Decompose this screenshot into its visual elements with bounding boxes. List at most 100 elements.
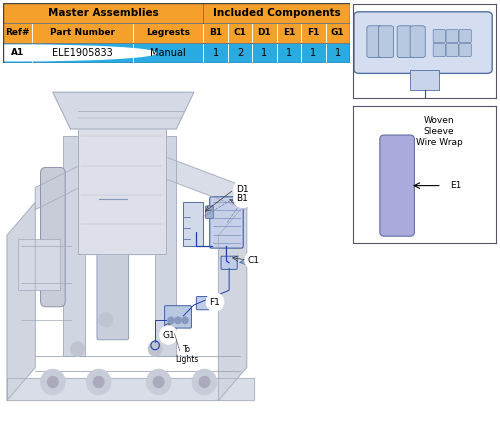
Circle shape bbox=[94, 376, 104, 388]
Circle shape bbox=[148, 342, 162, 356]
Bar bbox=[204, 43, 228, 63]
Text: E1: E1 bbox=[282, 29, 295, 37]
Polygon shape bbox=[130, 144, 246, 210]
Polygon shape bbox=[218, 202, 246, 400]
FancyBboxPatch shape bbox=[446, 30, 458, 43]
Circle shape bbox=[234, 190, 252, 208]
Circle shape bbox=[70, 342, 85, 356]
Bar bbox=[204, 23, 228, 43]
Bar bbox=[32, 43, 133, 63]
FancyBboxPatch shape bbox=[397, 26, 412, 58]
FancyBboxPatch shape bbox=[410, 26, 425, 58]
Polygon shape bbox=[78, 114, 166, 253]
Circle shape bbox=[206, 293, 224, 311]
Bar bbox=[276, 23, 301, 43]
FancyBboxPatch shape bbox=[459, 30, 471, 43]
FancyBboxPatch shape bbox=[378, 26, 394, 58]
FancyBboxPatch shape bbox=[459, 43, 471, 56]
Bar bbox=[133, 43, 204, 63]
Circle shape bbox=[168, 317, 174, 324]
Text: 1: 1 bbox=[212, 48, 218, 58]
Bar bbox=[301, 43, 326, 63]
Text: F1: F1 bbox=[210, 298, 220, 306]
Text: D1: D1 bbox=[258, 29, 272, 37]
FancyBboxPatch shape bbox=[367, 26, 382, 58]
Bar bbox=[252, 23, 276, 43]
FancyBboxPatch shape bbox=[155, 136, 176, 356]
Text: B1: B1 bbox=[236, 194, 248, 203]
Bar bbox=[2, 43, 32, 63]
Circle shape bbox=[40, 369, 65, 395]
Text: F1: F1 bbox=[307, 29, 320, 37]
Circle shape bbox=[98, 312, 113, 327]
FancyBboxPatch shape bbox=[221, 256, 237, 270]
Text: Included Components: Included Components bbox=[213, 8, 340, 18]
Text: E1: E1 bbox=[450, 181, 462, 190]
Text: ELE1905833: ELE1905833 bbox=[52, 48, 113, 58]
Bar bbox=[326, 23, 350, 43]
Circle shape bbox=[0, 45, 156, 61]
Circle shape bbox=[199, 376, 209, 388]
FancyBboxPatch shape bbox=[210, 197, 243, 248]
Text: Legrests: Legrests bbox=[146, 29, 190, 37]
Text: 1: 1 bbox=[310, 48, 316, 58]
Polygon shape bbox=[35, 144, 124, 210]
Bar bbox=[228, 23, 252, 43]
Circle shape bbox=[442, 172, 470, 199]
Text: C1: C1 bbox=[248, 256, 260, 265]
FancyBboxPatch shape bbox=[354, 12, 492, 73]
Circle shape bbox=[48, 376, 58, 388]
Bar bbox=[2, 3, 203, 23]
Text: G1: G1 bbox=[331, 29, 344, 37]
Circle shape bbox=[160, 326, 178, 344]
Circle shape bbox=[192, 369, 217, 395]
Circle shape bbox=[234, 180, 252, 199]
Polygon shape bbox=[7, 202, 35, 400]
Text: A1: A1 bbox=[11, 49, 24, 57]
FancyBboxPatch shape bbox=[433, 30, 446, 43]
Text: B1: B1 bbox=[209, 29, 222, 37]
Text: Master Assemblies: Master Assemblies bbox=[48, 8, 158, 18]
Bar bbox=[326, 43, 350, 63]
Circle shape bbox=[146, 369, 171, 395]
Circle shape bbox=[182, 317, 188, 324]
Bar bbox=[133, 23, 204, 43]
FancyBboxPatch shape bbox=[433, 43, 446, 56]
Bar bbox=[301, 23, 326, 43]
FancyBboxPatch shape bbox=[206, 206, 214, 218]
Circle shape bbox=[154, 376, 164, 388]
Text: To
Lights: To Lights bbox=[175, 345, 199, 364]
FancyBboxPatch shape bbox=[164, 306, 192, 328]
Polygon shape bbox=[53, 92, 194, 129]
Text: Ref#: Ref# bbox=[5, 29, 29, 37]
Text: 2: 2 bbox=[237, 48, 243, 58]
Text: 1: 1 bbox=[286, 48, 292, 58]
Text: Manual: Manual bbox=[150, 48, 186, 58]
Circle shape bbox=[245, 251, 262, 270]
FancyBboxPatch shape bbox=[18, 239, 60, 290]
Bar bbox=[252, 43, 276, 63]
FancyBboxPatch shape bbox=[184, 202, 203, 246]
FancyBboxPatch shape bbox=[380, 135, 414, 236]
Bar bbox=[32, 23, 133, 43]
FancyBboxPatch shape bbox=[446, 43, 458, 56]
Text: G1: G1 bbox=[162, 331, 175, 339]
Text: C1: C1 bbox=[234, 29, 246, 37]
Bar bbox=[276, 43, 301, 63]
Bar bbox=[2, 23, 32, 43]
Bar bbox=[228, 43, 252, 63]
Text: 1: 1 bbox=[334, 48, 341, 58]
Bar bbox=[204, 3, 350, 23]
FancyBboxPatch shape bbox=[40, 168, 65, 307]
Text: Woven
Sleeve
Wire Wrap: Woven Sleeve Wire Wrap bbox=[416, 116, 463, 147]
Text: 1: 1 bbox=[262, 48, 268, 58]
Circle shape bbox=[86, 369, 111, 395]
FancyBboxPatch shape bbox=[64, 136, 84, 356]
Circle shape bbox=[174, 317, 182, 324]
FancyBboxPatch shape bbox=[410, 69, 439, 90]
Text: D1: D1 bbox=[236, 185, 249, 194]
Text: Part Number: Part Number bbox=[50, 29, 115, 37]
FancyBboxPatch shape bbox=[196, 296, 214, 310]
Polygon shape bbox=[7, 378, 254, 400]
FancyBboxPatch shape bbox=[97, 197, 128, 340]
